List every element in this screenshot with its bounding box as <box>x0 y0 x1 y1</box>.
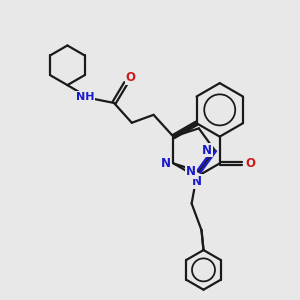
Text: O: O <box>245 157 255 170</box>
Text: N: N <box>160 157 170 170</box>
Text: N: N <box>202 143 212 157</box>
Text: O: O <box>126 71 136 84</box>
Text: N: N <box>192 175 202 188</box>
Text: NH: NH <box>76 92 94 102</box>
Text: N: N <box>186 165 196 178</box>
